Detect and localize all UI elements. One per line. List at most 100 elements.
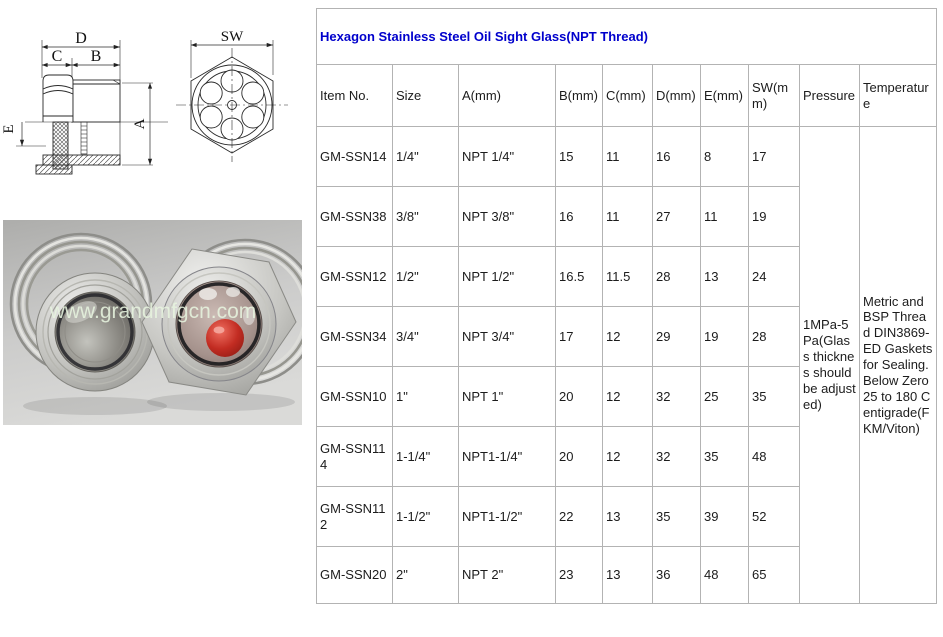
cell-d: 32 <box>652 426 701 487</box>
col-header-e: E(mm) <box>700 64 749 127</box>
cell-e: 13 <box>700 246 749 307</box>
page-title: Hexagon Stainless Steel Oil Sight Glass(… <box>315 8 938 65</box>
cell-sw: 35 <box>748 366 800 427</box>
cell-item: GM-SSN12 <box>316 246 393 307</box>
sight-glass-photo: www.grandmfgcn.com <box>3 220 319 425</box>
sight-glass-left <box>9 232 155 392</box>
cell-d: 35 <box>652 486 701 547</box>
red-float-ball <box>206 319 244 357</box>
cell-a: NPT 2" <box>458 546 556 604</box>
col-header-b: B(mm) <box>555 64 603 127</box>
cell-sw: 17 <box>748 126 800 187</box>
cell-e: 25 <box>700 366 749 427</box>
cell-sw: 48 <box>748 426 800 487</box>
table-row: GM-SSN12 1/2" NPT 1/2" 16.5 11.5 28 13 2… <box>316 246 937 307</box>
cell-b: 16 <box>555 186 603 247</box>
cell-e: 11 <box>700 186 749 247</box>
hex-front-view <box>176 40 288 162</box>
col-header-sw: SW(mm) <box>748 64 800 127</box>
cell-b: 22 <box>555 486 603 547</box>
col-header-c: C(mm) <box>602 64 653 127</box>
cell-item: GM-SSN114 <box>316 426 393 487</box>
watermark-text: www.grandmfgcn.com <box>49 300 257 323</box>
cell-e: 48 <box>700 546 749 604</box>
table-row: GM-SSN38 3/8" NPT 3/8" 16 11 27 11 19 <box>316 186 937 247</box>
cell-a: NPT1-1/2" <box>458 486 556 547</box>
cell-c: 12 <box>602 366 653 427</box>
cell-size: 1-1/4" <box>392 426 459 487</box>
cell-sw: 52 <box>748 486 800 547</box>
cell-d: 16 <box>652 126 701 187</box>
table-row: GM-SSN34 3/4" NPT 3/4" 17 12 29 19 28 <box>316 306 937 367</box>
cell-a: NPT 3/8" <box>458 186 556 247</box>
cell-d: 28 <box>652 246 701 307</box>
cell-b: 20 <box>555 426 603 487</box>
cell-b: 20 <box>555 366 603 427</box>
cell-d: 29 <box>652 306 701 367</box>
cell-c: 12 <box>602 306 653 367</box>
side-section-view <box>16 40 168 175</box>
dim-label-b: B <box>91 48 102 65</box>
cell-c: 11 <box>602 126 653 187</box>
col-header-temperature: Temperature <box>858 64 938 127</box>
cell-item: GM-SSN38 <box>316 186 393 247</box>
cell-c: 11.5 <box>602 246 653 307</box>
technical-drawing: D C B E A SW <box>0 28 312 184</box>
cell-size: 1/2" <box>392 246 459 307</box>
cell-d: 32 <box>652 366 701 427</box>
cell-size: 3/4" <box>392 306 459 367</box>
cell-c: 11 <box>602 186 653 247</box>
table-row: GM-SSN20 2" NPT 2" 23 13 36 48 65 <box>316 546 937 604</box>
col-header-item: Item No. <box>316 64 393 127</box>
dim-label-e: E <box>1 124 17 133</box>
col-header-a: A(mm) <box>458 64 556 127</box>
table-row: GM-SSN112 1-1/2" NPT1-1/2" 22 13 35 39 5… <box>316 486 937 547</box>
cell-c: 13 <box>602 486 653 547</box>
cell-sw: 24 <box>748 246 800 307</box>
cell-sw: 19 <box>748 186 800 247</box>
cell-size: 1-1/2" <box>392 486 459 547</box>
cell-c: 13 <box>602 546 653 604</box>
cell-item: GM-SSN10 <box>316 366 393 427</box>
cell-e: 8 <box>700 126 749 187</box>
dim-label-sw: SW <box>221 29 244 45</box>
cell-a: NPT 1/4" <box>458 126 556 187</box>
table-row: GM-SSN10 1" NPT 1" 20 12 32 25 35 <box>316 366 937 427</box>
cell-size: 1/4" <box>392 126 459 187</box>
col-header-size: Size <box>392 64 459 127</box>
cell-sw: 28 <box>748 306 800 367</box>
cell-a: NPT1-1/4" <box>458 426 556 487</box>
cell-a: NPT 1" <box>458 366 556 427</box>
table-header-row: Item No. Size A(mm) B(mm) C(mm) D(mm) E(… <box>316 64 938 127</box>
cell-d: 36 <box>652 546 701 604</box>
cell-a: NPT 1/2" <box>458 246 556 307</box>
cell-e: 39 <box>700 486 749 547</box>
cell-item: GM-SSN20 <box>316 546 393 604</box>
cell-item: GM-SSN34 <box>316 306 393 367</box>
table-row: GM-SSN114 1-1/4" NPT1-1/4" 20 12 32 35 4… <box>316 426 937 487</box>
cell-sw: 65 <box>748 546 800 604</box>
cell-size: 1" <box>392 366 459 427</box>
dim-label-d: D <box>75 30 87 47</box>
pressure-note: 1MPa-5Pa(Glass thicknes should be adjust… <box>799 126 860 604</box>
temperature-note: Metric and BSP Thread DIN3869-ED Gaskets… <box>858 126 938 604</box>
dim-label-a: A <box>132 118 148 129</box>
cell-b: 15 <box>555 126 603 187</box>
dim-label-c: C <box>52 48 63 65</box>
sight-glass-dimension-drawing: D C B E A SW <box>1 29 288 175</box>
spec-table: Hexagon Stainless Steel Oil Sight Glass(… <box>315 8 938 604</box>
cell-c: 12 <box>602 426 653 487</box>
cell-b: 17 <box>555 306 603 367</box>
cell-e: 19 <box>700 306 749 367</box>
cell-item: GM-SSN112 <box>316 486 393 547</box>
cell-size: 2" <box>392 546 459 604</box>
cell-b: 16.5 <box>555 246 603 307</box>
sight-glass-right <box>141 238 319 396</box>
cell-d: 27 <box>652 186 701 247</box>
cell-item: GM-SSN14 <box>316 126 393 187</box>
cell-b: 23 <box>555 546 603 604</box>
col-header-pressure: Pressure <box>799 64 860 127</box>
spec-table-section: Hexagon Stainless Steel Oil Sight Glass(… <box>315 8 938 604</box>
cell-size: 3/8" <box>392 186 459 247</box>
table-row: GM-SSN14 1/4" NPT 1/4" 15 11 16 8 17 1MP… <box>316 126 938 604</box>
